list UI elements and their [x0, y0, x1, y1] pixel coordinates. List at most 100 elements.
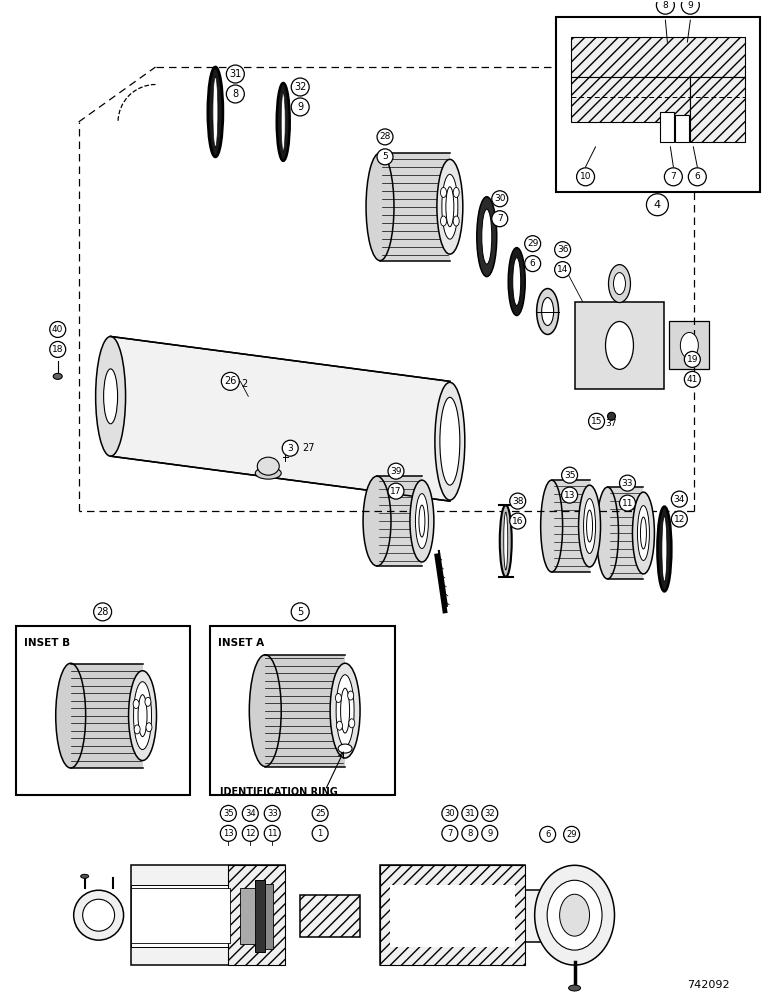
Ellipse shape — [256, 467, 281, 479]
Text: 33: 33 — [621, 479, 633, 488]
Text: 8: 8 — [232, 89, 239, 99]
Bar — [571, 77, 690, 122]
Bar — [676, 115, 689, 142]
Ellipse shape — [453, 187, 459, 197]
Ellipse shape — [146, 723, 152, 732]
Polygon shape — [380, 153, 450, 261]
Circle shape — [554, 242, 571, 258]
Text: 26: 26 — [224, 376, 236, 386]
Circle shape — [377, 149, 393, 165]
Circle shape — [49, 341, 66, 357]
Circle shape — [482, 805, 498, 821]
Ellipse shape — [276, 83, 290, 161]
Bar — [300, 895, 360, 937]
Circle shape — [561, 467, 577, 483]
Ellipse shape — [441, 216, 446, 226]
Text: 7: 7 — [497, 214, 503, 223]
Circle shape — [93, 603, 112, 621]
Text: INSET A: INSET A — [218, 638, 265, 648]
Text: INSET B: INSET B — [24, 638, 70, 648]
Ellipse shape — [340, 688, 350, 733]
Text: 30: 30 — [445, 809, 455, 818]
Circle shape — [656, 0, 675, 14]
Text: 33: 33 — [267, 809, 278, 818]
Circle shape — [672, 511, 687, 527]
Text: 28: 28 — [379, 132, 391, 141]
Circle shape — [291, 78, 309, 96]
Text: 38: 38 — [512, 497, 523, 506]
Circle shape — [220, 825, 236, 841]
Circle shape — [264, 825, 280, 841]
Text: 29: 29 — [567, 830, 577, 839]
Bar — [240, 888, 256, 944]
Text: 9: 9 — [297, 102, 303, 112]
Circle shape — [564, 826, 580, 842]
Circle shape — [462, 805, 478, 821]
Circle shape — [525, 236, 540, 252]
Text: 12: 12 — [674, 515, 685, 524]
Bar — [15, 626, 191, 795]
Ellipse shape — [482, 209, 492, 264]
Bar — [256, 880, 266, 952]
Ellipse shape — [662, 517, 667, 581]
Ellipse shape — [569, 985, 581, 991]
Polygon shape — [71, 664, 143, 768]
Ellipse shape — [542, 298, 554, 325]
Ellipse shape — [281, 93, 285, 151]
Polygon shape — [266, 655, 345, 767]
Circle shape — [619, 495, 635, 511]
Ellipse shape — [419, 505, 425, 537]
Circle shape — [291, 98, 309, 116]
Ellipse shape — [349, 719, 355, 728]
Ellipse shape — [103, 369, 117, 424]
Circle shape — [442, 805, 458, 821]
Circle shape — [619, 475, 635, 491]
Ellipse shape — [257, 457, 279, 475]
Bar — [380, 865, 525, 965]
Bar — [130, 888, 230, 943]
Ellipse shape — [605, 321, 634, 369]
Circle shape — [554, 262, 571, 278]
Circle shape — [482, 825, 498, 841]
Circle shape — [283, 440, 298, 456]
Circle shape — [49, 321, 66, 337]
Circle shape — [264, 805, 280, 821]
Text: 25: 25 — [315, 809, 325, 818]
Text: 6: 6 — [545, 830, 550, 839]
Ellipse shape — [129, 671, 157, 761]
Text: 39: 39 — [390, 467, 401, 476]
Ellipse shape — [133, 700, 139, 709]
Ellipse shape — [614, 273, 625, 295]
Bar — [390, 885, 515, 947]
Text: 7: 7 — [671, 172, 676, 181]
Bar — [669, 321, 709, 369]
Text: 4: 4 — [654, 200, 661, 210]
Text: 3: 3 — [287, 444, 293, 453]
Ellipse shape — [680, 332, 699, 358]
Ellipse shape — [53, 373, 63, 379]
Text: 41: 41 — [686, 375, 698, 384]
Text: 18: 18 — [52, 345, 63, 354]
Ellipse shape — [415, 494, 428, 548]
Circle shape — [510, 513, 526, 529]
Text: 36: 36 — [557, 245, 568, 254]
Text: 7: 7 — [447, 829, 452, 838]
Text: 40: 40 — [52, 325, 63, 334]
Ellipse shape — [330, 663, 360, 758]
Ellipse shape — [138, 695, 147, 737]
Text: 15: 15 — [591, 417, 602, 426]
Bar — [390, 885, 515, 947]
Circle shape — [242, 805, 259, 821]
Text: 6: 6 — [530, 259, 536, 268]
Text: 13: 13 — [223, 829, 234, 838]
Text: 29: 29 — [527, 239, 538, 248]
Circle shape — [561, 487, 577, 503]
Bar — [380, 865, 525, 965]
Circle shape — [525, 256, 540, 272]
Bar — [525, 890, 554, 942]
Text: 32: 32 — [294, 82, 306, 92]
Ellipse shape — [213, 77, 218, 147]
Text: 6: 6 — [695, 172, 700, 181]
Ellipse shape — [80, 874, 89, 878]
Ellipse shape — [335, 693, 341, 702]
